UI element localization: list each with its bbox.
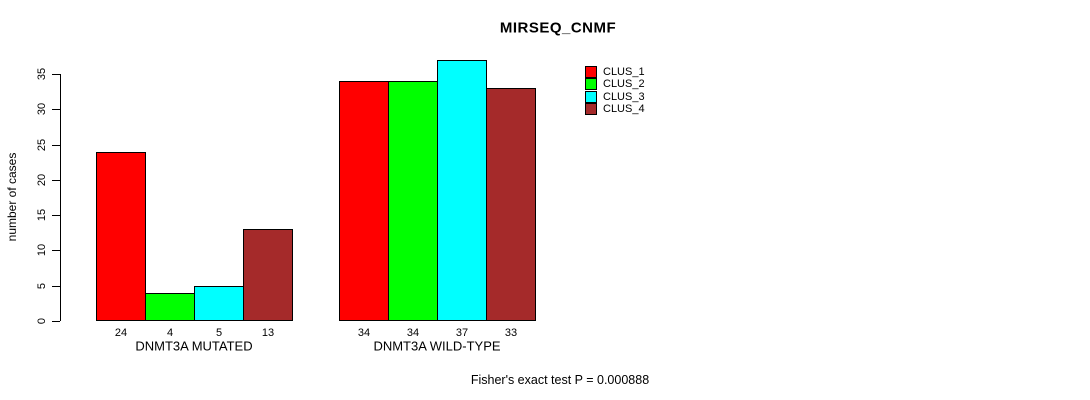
y-axis-tick [52,285,60,287]
y-axis-tick-label: 5 [36,282,48,289]
bar-clus_2-group2 [388,81,438,321]
bar-value-label: 13 [261,327,275,339]
y-axis-title: number of cases [5,152,19,242]
y-axis-tick [52,74,60,75]
bar-value-label: 24 [114,327,128,339]
y-axis-tick [52,179,60,181]
bar-clus_1-group2 [339,81,389,321]
y-axis-tick [52,144,60,146]
chart-title: MIRSEQ_CNMF [499,19,617,37]
y-axis-tick-label: 15 [36,209,48,222]
category-label-mutated: DNMT3A MUTATED [135,338,253,354]
y-axis-line [60,74,61,321]
legend-swatch-clus_3 [585,90,597,103]
fisher-test-annotation: Fisher's exact test P = 0.000888 [470,373,650,387]
y-axis-tick [52,215,60,217]
bar-clus_3-group1 [194,285,244,321]
bar-clus_4-group1 [243,229,293,321]
category-label-wildtype: DNMT3A WILD-TYPE [373,338,501,354]
y-axis-tick-label: 10 [36,244,48,257]
y-axis-tick-label: 25 [36,138,48,151]
bar-clus_2-group1 [145,292,195,321]
bar-value-label: 34 [357,327,371,339]
legend-label: CLUS_1 [603,66,645,78]
legend-label: CLUS_2 [603,78,645,91]
bar-value-label: 33 [504,327,518,339]
bar-clus_3-group2 [437,59,487,321]
y-axis-tick-label: 35 [36,67,48,81]
legend-swatch-clus_4 [585,102,597,115]
y-axis-tick-label: 0 [36,317,48,325]
y-axis-tick-label: 30 [36,103,48,116]
legend-label: CLUS_3 [603,90,645,103]
bar-value-label: 5 [215,327,223,339]
bar-clus_4-group2 [486,88,536,321]
y-axis-tick [52,321,60,322]
y-axis-tick [52,109,60,111]
legend-swatch-clus_1 [585,66,597,78]
legend-label: CLUS_4 [603,102,645,115]
bar-clus_1-group1 [96,151,146,321]
bar-value-label: 37 [455,327,469,339]
y-axis-tick-label: 20 [36,173,48,186]
y-axis-tick [52,250,60,252]
bar-value-label: 4 [166,327,174,339]
legend-swatch-clus_2 [585,78,597,91]
bar-value-label: 34 [406,327,420,339]
